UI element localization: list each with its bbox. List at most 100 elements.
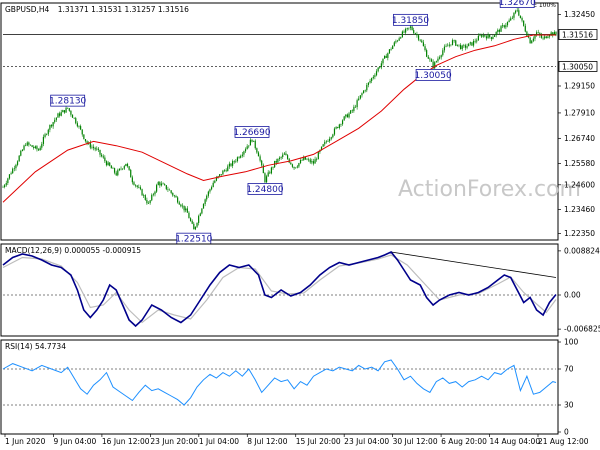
candle [341, 119, 344, 126]
candle-body [122, 168, 124, 170]
candle-body [548, 34, 551, 37]
candle-body [29, 144, 32, 146]
candle-body [251, 139, 253, 142]
candle [316, 157, 318, 162]
price-panel: ActionForex.com GBPUSD,H4 1.31371 1.3153… [0, 0, 598, 245]
rsi-panel: RSI(14) 54.7734 100 70 30 0 [0, 338, 579, 437]
candle [335, 126, 337, 130]
candle-body [338, 124, 340, 128]
candle-body [550, 32, 552, 35]
candle [238, 156, 240, 159]
candle [206, 194, 208, 202]
candle [359, 95, 361, 100]
annotation-label: 1.32670 [499, 0, 536, 8]
candle-body [42, 136, 45, 144]
candle-body [28, 142, 30, 145]
candle [398, 36, 400, 41]
candle [540, 32, 543, 39]
price-tick-label: 1.27910 [564, 108, 595, 117]
candle [204, 198, 206, 207]
candle-body [451, 40, 454, 45]
candle [306, 157, 308, 161]
candle-body [68, 108, 70, 111]
candle-body [141, 189, 143, 196]
candle-body [133, 182, 135, 185]
macd-path [2, 251, 557, 328]
ohlc-values: 1.31371 1.31531 1.31257 1.31516 [58, 5, 189, 14]
date-tick-label: 9 Jun 04:00 [53, 437, 96, 446]
candle [414, 32, 416, 35]
candle-body [264, 173, 266, 183]
macd-trendline [391, 251, 557, 278]
candle [487, 32, 489, 39]
candle-body [7, 178, 9, 184]
candle [225, 168, 227, 173]
candle [251, 139, 253, 143]
rsi-level-lines [3, 368, 556, 406]
candle-body [128, 166, 130, 170]
candle-body [50, 125, 53, 127]
candle-body [335, 127, 337, 129]
candle-body [189, 218, 192, 221]
price-tick-label: 1.25580 [564, 159, 595, 168]
candle [235, 158, 237, 164]
candle-body [440, 55, 442, 58]
candle [516, 8, 518, 13]
candle [301, 158, 303, 161]
candle-body [450, 44, 452, 46]
candle-body [256, 148, 258, 153]
macd-signal-path [2, 254, 557, 324]
candle-body [443, 46, 446, 51]
candle-body [374, 75, 376, 77]
candle-body [518, 10, 520, 16]
candle-body [244, 149, 247, 152]
candle-body [193, 223, 195, 230]
candle [400, 36, 402, 40]
price-panel-frame [0, 2, 559, 241]
annotation-box [234, 126, 270, 138]
candle-body [505, 25, 507, 28]
candle [99, 149, 101, 158]
candle-body [152, 194, 154, 195]
candle-body [316, 159, 318, 160]
candle-body [312, 161, 315, 164]
candle-body [521, 18, 523, 21]
candle-body [21, 149, 24, 151]
candle [523, 20, 525, 27]
candle [188, 211, 190, 219]
candle [451, 38, 454, 46]
candle-body [243, 151, 245, 155]
candle-body [89, 142, 91, 148]
candle-body [272, 167, 274, 168]
candle-body [80, 126, 82, 130]
candle-body [416, 34, 418, 36]
candle [180, 203, 182, 208]
candle [156, 183, 158, 194]
candle [493, 34, 496, 37]
candle [337, 126, 339, 129]
candle-body [354, 106, 357, 108]
candle [29, 144, 32, 146]
candle [4, 184, 6, 189]
candle-body [476, 40, 478, 42]
macd-panel-frame [0, 243, 559, 337]
date-tick-label: 15 Jul 20:00 [296, 437, 341, 446]
candle [5, 180, 7, 187]
candle-body [479, 35, 481, 36]
candle-body [400, 37, 402, 39]
candle-body [330, 137, 332, 139]
candle-body [123, 166, 125, 169]
candle [461, 44, 463, 51]
candle [96, 146, 98, 151]
candle [86, 140, 88, 146]
candle-body [44, 134, 46, 137]
candle-body [414, 33, 416, 35]
candle-body [86, 141, 88, 144]
candle-body [277, 158, 279, 163]
candle-body [248, 145, 250, 147]
candle [505, 22, 507, 30]
candle-body [101, 154, 103, 157]
candle [356, 98, 358, 110]
candle [170, 189, 172, 195]
